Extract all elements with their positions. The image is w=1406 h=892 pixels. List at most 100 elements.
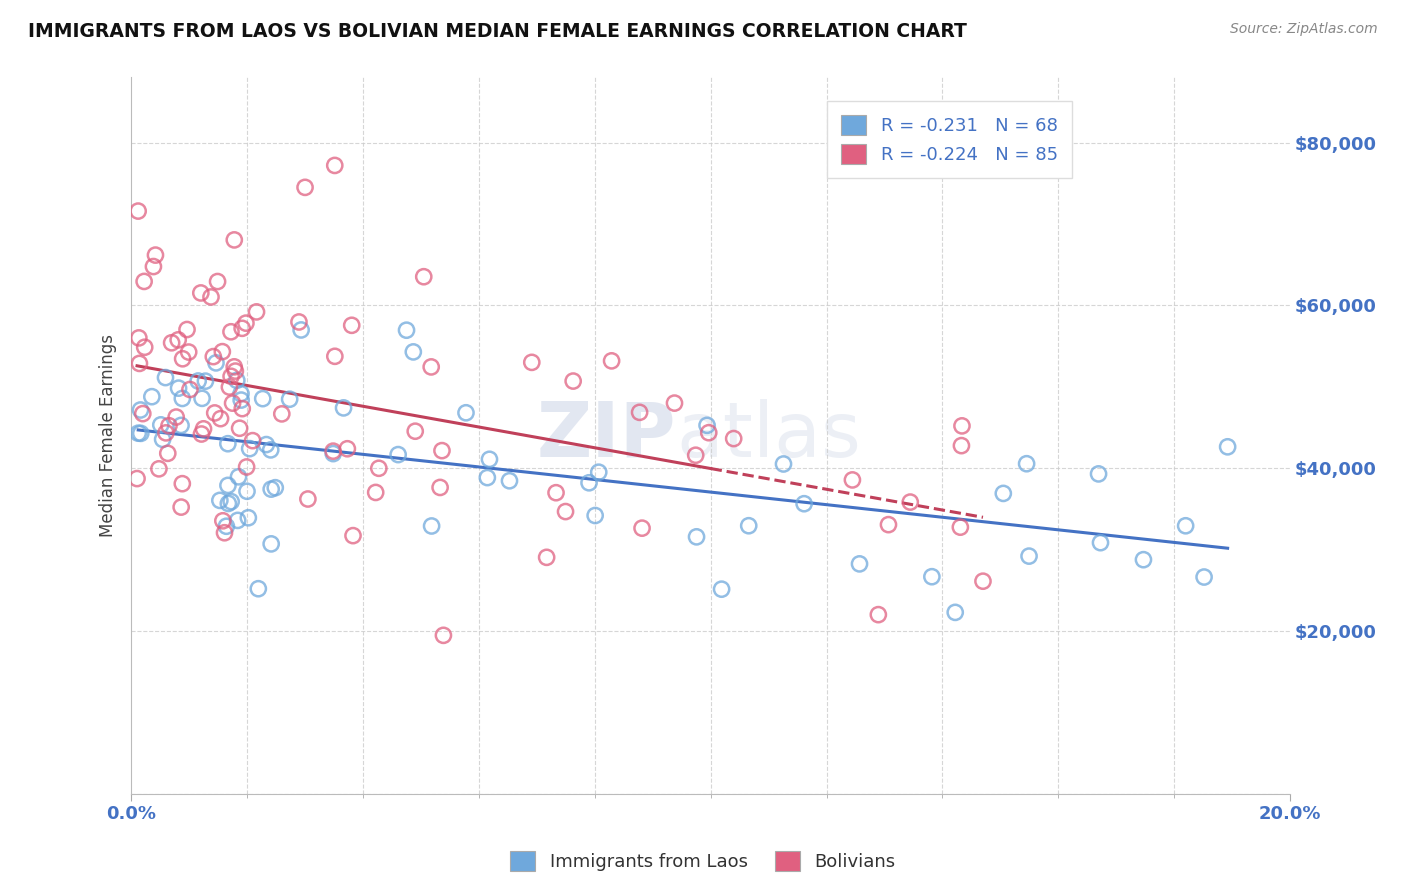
Point xyxy=(685,530,707,544)
Point xyxy=(578,475,600,490)
Point xyxy=(420,519,443,533)
Point xyxy=(404,424,426,438)
Point xyxy=(628,405,651,419)
Point xyxy=(254,437,277,451)
Point xyxy=(520,355,543,369)
Point xyxy=(172,351,194,366)
Point xyxy=(950,418,973,433)
Point xyxy=(224,364,246,378)
Point xyxy=(245,305,267,319)
Point xyxy=(664,396,686,410)
Point xyxy=(211,344,233,359)
Point xyxy=(252,392,274,406)
Point xyxy=(247,582,270,596)
Point xyxy=(224,359,246,374)
Point xyxy=(288,315,311,329)
Point xyxy=(179,383,201,397)
Point xyxy=(167,381,190,395)
Point xyxy=(387,448,409,462)
Point xyxy=(145,248,167,262)
Point xyxy=(696,418,718,433)
Point xyxy=(432,628,454,642)
Point xyxy=(323,349,346,363)
Point xyxy=(264,481,287,495)
Point xyxy=(200,290,222,304)
Point xyxy=(207,275,229,289)
Point xyxy=(793,497,815,511)
Point xyxy=(242,434,264,448)
Point xyxy=(1216,440,1239,454)
Point xyxy=(172,476,194,491)
Point xyxy=(278,392,301,407)
Point xyxy=(204,406,226,420)
Point xyxy=(221,396,243,410)
Point xyxy=(1132,552,1154,566)
Point xyxy=(209,411,232,425)
Point xyxy=(420,359,443,374)
Point xyxy=(1018,549,1040,563)
Point xyxy=(202,350,225,364)
Point xyxy=(898,495,921,509)
Point xyxy=(772,457,794,471)
Point xyxy=(877,517,900,532)
Point xyxy=(238,510,260,524)
Point xyxy=(225,373,247,387)
Point xyxy=(129,403,152,417)
Point xyxy=(205,356,228,370)
Point xyxy=(562,374,585,388)
Point xyxy=(1087,467,1109,481)
Point xyxy=(191,392,214,406)
Point xyxy=(367,461,389,475)
Point xyxy=(132,407,155,421)
Point xyxy=(228,470,250,484)
Point xyxy=(848,557,870,571)
Point xyxy=(949,520,972,534)
Point xyxy=(723,432,745,446)
Point xyxy=(212,514,235,528)
Point xyxy=(170,500,193,514)
Legend: Immigrants from Laos, Bolivians: Immigrants from Laos, Bolivians xyxy=(503,844,903,879)
Point xyxy=(229,386,252,401)
Point xyxy=(167,333,190,347)
Text: ZIP: ZIP xyxy=(537,399,676,473)
Point xyxy=(364,485,387,500)
Point xyxy=(128,331,150,345)
Point xyxy=(322,444,344,458)
Point xyxy=(710,582,733,597)
Point xyxy=(125,472,148,486)
Point xyxy=(236,484,259,499)
Point xyxy=(841,473,863,487)
Point xyxy=(141,390,163,404)
Y-axis label: Median Female Earnings: Median Female Earnings xyxy=(100,334,117,537)
Point xyxy=(187,374,209,388)
Point xyxy=(142,260,165,274)
Point xyxy=(260,537,283,551)
Point xyxy=(498,474,520,488)
Point xyxy=(544,485,567,500)
Point xyxy=(231,321,253,335)
Point xyxy=(129,426,152,441)
Point xyxy=(297,491,319,506)
Point xyxy=(215,519,238,533)
Point xyxy=(412,269,434,284)
Point xyxy=(127,204,149,219)
Point xyxy=(950,439,973,453)
Point xyxy=(239,442,262,456)
Point xyxy=(193,422,215,436)
Point xyxy=(170,418,193,433)
Point xyxy=(172,392,194,406)
Point xyxy=(340,318,363,333)
Point xyxy=(260,482,283,496)
Point xyxy=(402,345,425,359)
Point xyxy=(322,447,344,461)
Point xyxy=(208,493,231,508)
Point xyxy=(477,470,499,484)
Point xyxy=(226,513,249,527)
Text: IMMIGRANTS FROM LAOS VS BOLIVIAN MEDIAN FEMALE EARNINGS CORRELATION CHART: IMMIGRANTS FROM LAOS VS BOLIVIAN MEDIAN … xyxy=(28,22,967,41)
Point xyxy=(1192,570,1215,584)
Point xyxy=(290,323,312,337)
Point xyxy=(323,158,346,172)
Point xyxy=(217,478,239,492)
Point xyxy=(260,442,283,457)
Point xyxy=(219,494,242,508)
